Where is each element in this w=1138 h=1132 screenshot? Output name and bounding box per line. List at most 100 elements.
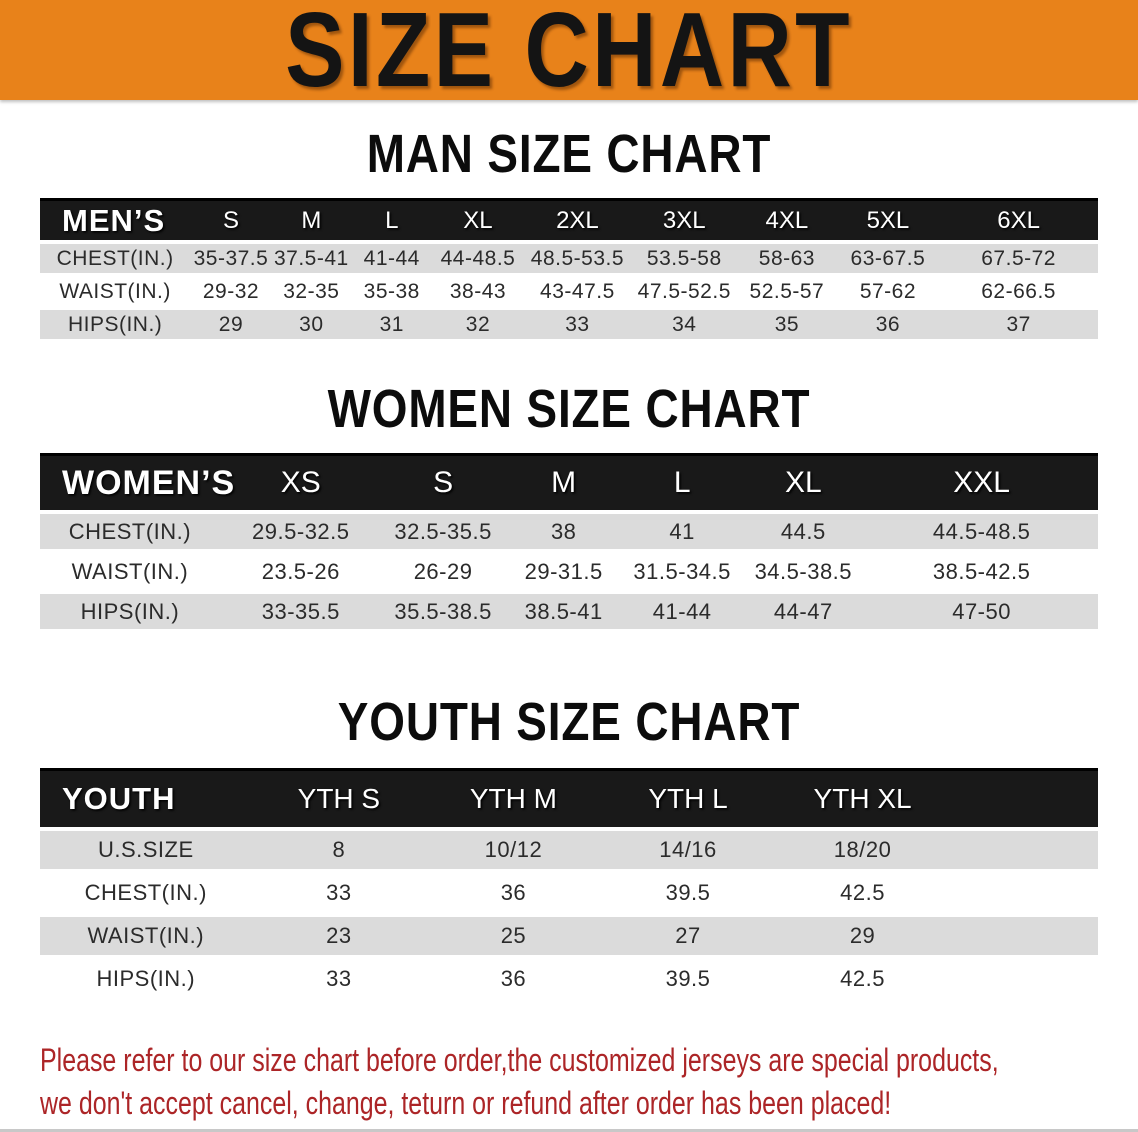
size-value-cell: 34 bbox=[631, 310, 738, 343]
size-col-header: S bbox=[381, 453, 505, 514]
youth-section-heading-text: YOUTH SIZE CHART bbox=[337, 692, 801, 752]
row-label: WAIST(IN.) bbox=[40, 917, 252, 960]
table-row: CHEST(IN.) 29.5-32.5 32.5-35.5 38 41 44.… bbox=[40, 514, 1098, 554]
size-col-header: YTH S bbox=[251, 768, 427, 831]
women-table-corner-label: WOMEN’S bbox=[40, 453, 234, 514]
men-section-heading-text: MAN SIZE CHART bbox=[366, 124, 772, 184]
table-row: WAIST(IN.) 23 25 27 29 bbox=[40, 917, 1098, 960]
youth-section-heading: YOUTH SIZE CHART bbox=[0, 694, 1138, 750]
youth-table-corner-label: YOUTH bbox=[40, 768, 252, 831]
size-value-cell: 25 bbox=[426, 917, 601, 960]
size-value-cell: 36 bbox=[426, 874, 601, 917]
row-label: WAIST(IN.) bbox=[40, 277, 191, 310]
women-section-heading: WOMEN SIZE CHART bbox=[0, 381, 1138, 437]
size-value-cell: 35-37.5 bbox=[190, 244, 272, 277]
table-row: HIPS(IN.) 33 36 39.5 42.5 bbox=[40, 960, 1098, 1003]
size-value-cell: 10/12 bbox=[426, 831, 601, 874]
size-value-cell: 36 bbox=[426, 960, 601, 1003]
size-col-header: 3XL bbox=[631, 198, 738, 244]
size-value-cell: 42.5 bbox=[775, 874, 950, 917]
filler-cell bbox=[949, 768, 1098, 831]
size-col-header: YTH L bbox=[600, 768, 776, 831]
size-value-cell: 52.5-57 bbox=[737, 277, 837, 310]
size-value-cell: 35-38 bbox=[351, 277, 433, 310]
size-value-cell: 34.5-38.5 bbox=[741, 554, 866, 594]
size-value-cell: 14/16 bbox=[600, 831, 776, 874]
size-value-cell: 23 bbox=[251, 917, 427, 960]
size-value-cell: 33-35.5 bbox=[219, 594, 382, 634]
size-value-cell: 23.5-26 bbox=[219, 554, 382, 594]
size-value-cell: 32 bbox=[432, 310, 524, 343]
size-value-cell: 18/20 bbox=[775, 831, 950, 874]
size-col-header: YTH XL bbox=[775, 768, 950, 831]
youth-section: YOUTH SIZE CHART YOUTH YTH S YTH M YTH L… bbox=[0, 694, 1138, 1003]
filler-cell bbox=[949, 960, 1098, 1003]
table-row: CHEST(IN.) 35-37.5 37.5-41 41-44 44-48.5… bbox=[40, 244, 1098, 277]
row-label: CHEST(IN.) bbox=[40, 874, 252, 917]
table-row: CHEST(IN.) 33 36 39.5 42.5 bbox=[40, 874, 1098, 917]
filler-cell bbox=[949, 831, 1098, 874]
men-table-header-row: MEN’S S M L XL 2XL 3XL 4XL 5XL 6XL bbox=[40, 198, 1098, 244]
size-col-header: XL bbox=[741, 453, 866, 514]
bottom-border-strip bbox=[0, 1129, 1138, 1132]
size-value-cell: 35 bbox=[737, 310, 837, 343]
size-value-cell: 30 bbox=[271, 310, 352, 343]
size-value-cell: 42.5 bbox=[775, 960, 950, 1003]
size-value-cell: 48.5-53.5 bbox=[523, 244, 632, 277]
size-value-cell: 36 bbox=[836, 310, 940, 343]
size-col-header: 4XL bbox=[737, 198, 837, 244]
size-col-header: XS bbox=[219, 453, 382, 514]
size-value-cell: 39.5 bbox=[600, 960, 776, 1003]
size-value-cell: 47.5-52.5 bbox=[631, 277, 738, 310]
size-value-cell: 41-44 bbox=[622, 594, 742, 634]
table-row: WAIST(IN.) 23.5-26 26-29 29-31.5 31.5-34… bbox=[40, 554, 1098, 594]
women-section-heading-text: WOMEN SIZE CHART bbox=[327, 379, 811, 439]
size-value-cell: 63-67.5 bbox=[836, 244, 940, 277]
size-col-header: YTH M bbox=[426, 768, 601, 831]
size-value-cell: 32.5-35.5 bbox=[381, 514, 505, 554]
banner: SIZE CHART bbox=[0, 0, 1138, 109]
page-title: SIZE CHART bbox=[285, 0, 853, 109]
size-value-cell: 47-50 bbox=[865, 594, 1098, 634]
men-section: MAN SIZE CHART MEN’S S M L XL 2XL 3XL 4X… bbox=[0, 126, 1138, 343]
size-value-cell: 53.5-58 bbox=[631, 244, 738, 277]
row-label: CHEST(IN.) bbox=[40, 244, 191, 277]
youth-size-table: YOUTH YTH S YTH M YTH L YTH XL U.S.SIZE … bbox=[40, 768, 1098, 1003]
size-value-cell: 29 bbox=[775, 917, 950, 960]
size-value-cell: 31 bbox=[351, 310, 433, 343]
size-value-cell: 67.5-72 bbox=[939, 244, 1098, 277]
size-value-cell: 31.5-34.5 bbox=[622, 554, 742, 594]
row-label: HIPS(IN.) bbox=[40, 310, 191, 343]
women-table-header-row: WOMEN’S XS S M L XL XXL bbox=[40, 453, 1098, 514]
men-table-corner-label: MEN’S bbox=[40, 198, 191, 244]
row-label: HIPS(IN.) bbox=[40, 594, 220, 634]
size-value-cell: 57-62 bbox=[836, 277, 940, 310]
size-value-cell: 35.5-38.5 bbox=[381, 594, 505, 634]
disclaimer-line-2: we don't accept cancel, change, teturn o… bbox=[40, 1085, 892, 1121]
table-row: WAIST(IN.) 29-32 32-35 35-38 38-43 43-47… bbox=[40, 277, 1098, 310]
youth-table-header-row: YOUTH YTH S YTH M YTH L YTH XL bbox=[40, 768, 1098, 831]
size-value-cell: 41-44 bbox=[351, 244, 433, 277]
men-section-heading: MAN SIZE CHART bbox=[0, 126, 1138, 182]
men-size-table: MEN’S S M L XL 2XL 3XL 4XL 5XL 6XL CHEST… bbox=[40, 198, 1098, 343]
size-value-cell: 32-35 bbox=[271, 277, 352, 310]
size-value-cell: 33 bbox=[523, 310, 632, 343]
size-value-cell: 33 bbox=[251, 960, 427, 1003]
size-value-cell: 44-47 bbox=[741, 594, 866, 634]
size-value-cell: 26-29 bbox=[381, 554, 505, 594]
size-value-cell: 38.5-41 bbox=[504, 594, 623, 634]
size-value-cell: 44.5-48.5 bbox=[865, 514, 1098, 554]
row-label: U.S.SIZE bbox=[40, 831, 252, 874]
size-value-cell: 38-43 bbox=[432, 277, 524, 310]
row-label: HIPS(IN.) bbox=[40, 960, 252, 1003]
size-value-cell: 37.5-41 bbox=[271, 244, 352, 277]
size-value-cell: 27 bbox=[600, 917, 776, 960]
women-size-table: WOMEN’S XS S M L XL XXL CHEST(IN.) 29.5-… bbox=[40, 453, 1098, 634]
size-value-cell: 37 bbox=[939, 310, 1098, 343]
size-value-cell: 62-66.5 bbox=[939, 277, 1098, 310]
size-col-header: S bbox=[190, 198, 272, 244]
disclaimer: Please refer to our size chart before or… bbox=[40, 1039, 1138, 1125]
size-col-header: XL bbox=[432, 198, 524, 244]
row-label: WAIST(IN.) bbox=[40, 554, 220, 594]
